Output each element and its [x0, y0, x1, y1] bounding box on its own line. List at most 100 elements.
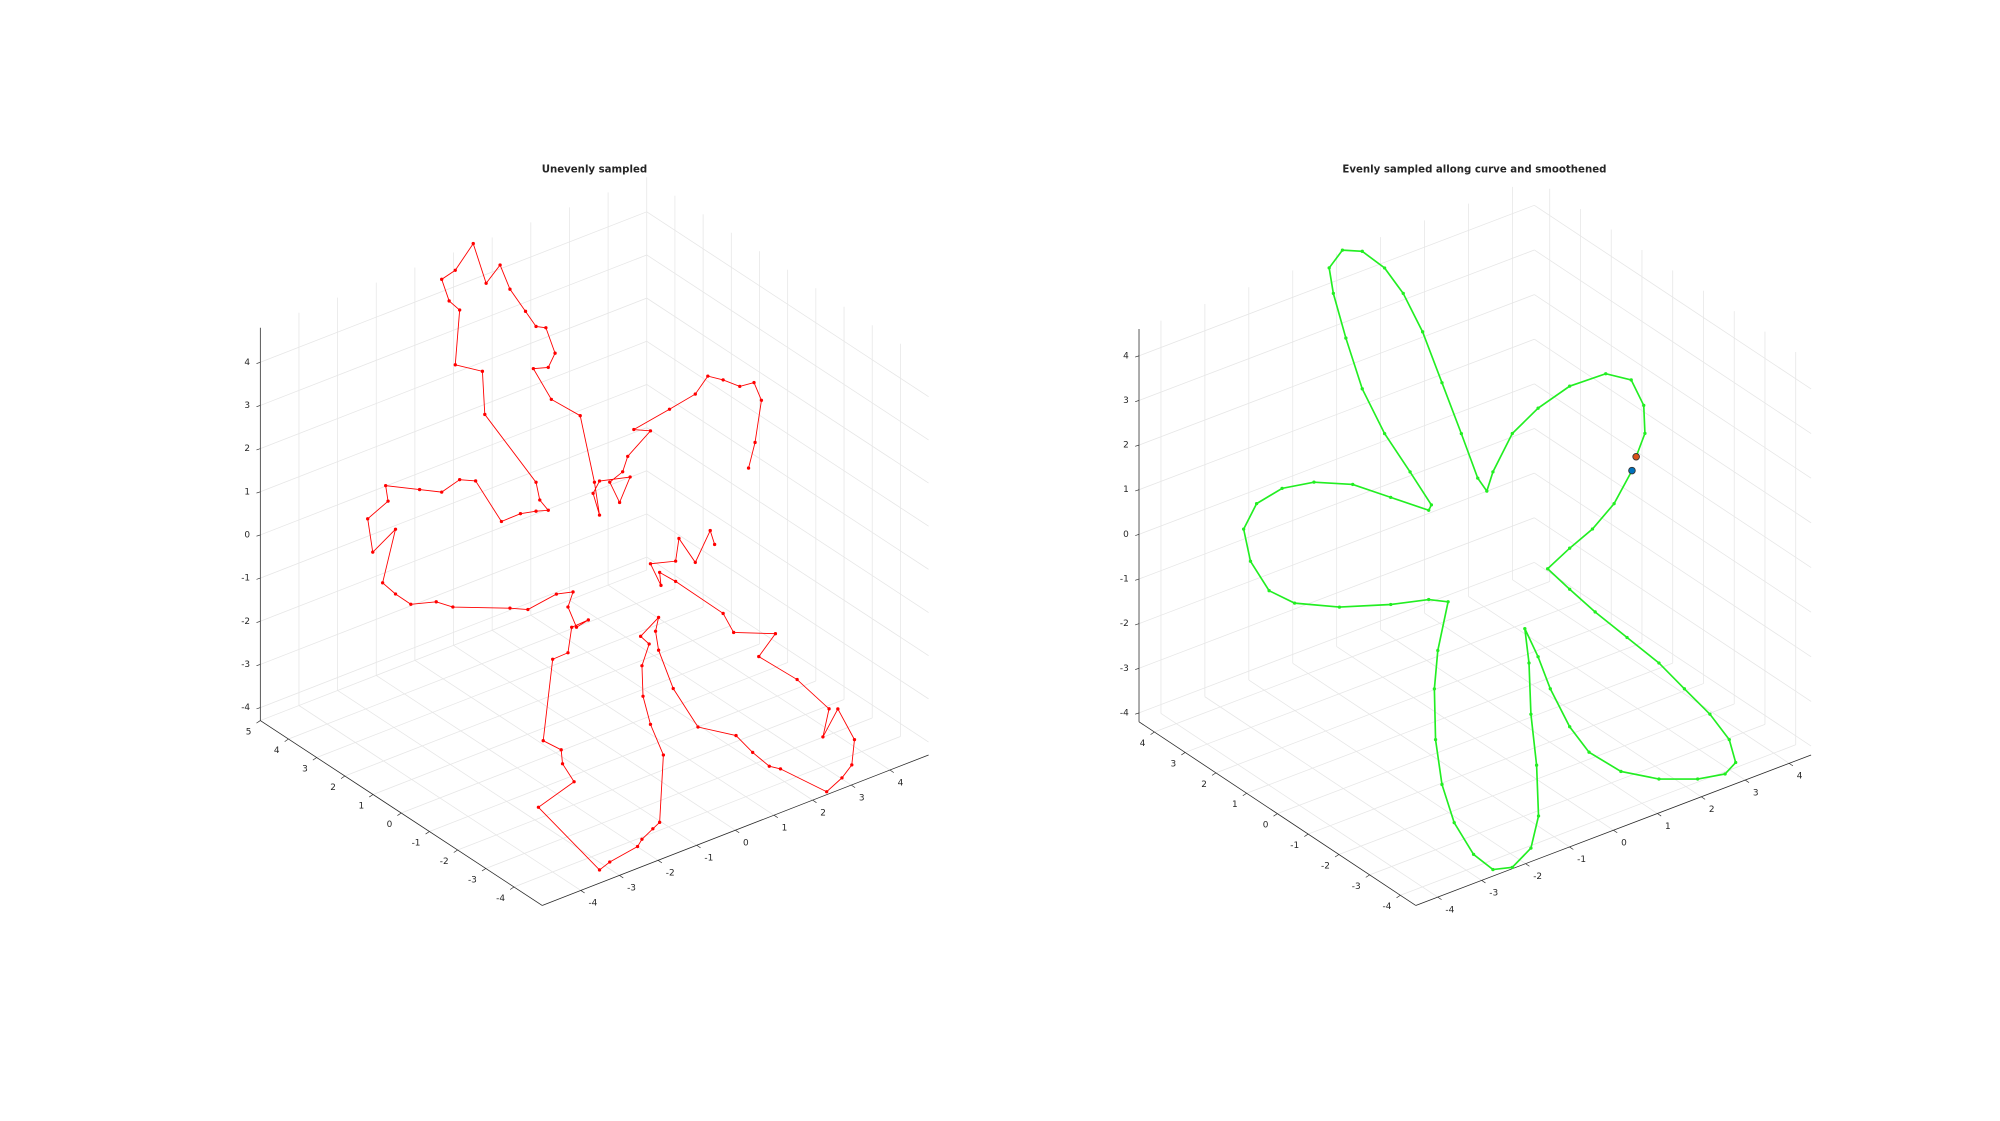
marker — [693, 560, 697, 565]
grid-line — [646, 427, 929, 613]
marker — [1545, 567, 1550, 571]
marker — [1657, 777, 1661, 781]
marker — [656, 615, 661, 620]
marker — [626, 454, 630, 459]
marker — [483, 412, 487, 417]
chart-title: Unevenly sampled — [542, 165, 647, 176]
grid-line — [646, 211, 929, 398]
marker — [1628, 466, 1636, 475]
marker — [1548, 687, 1552, 691]
marker — [721, 378, 725, 382]
tick-mark — [889, 769, 894, 773]
grid-line — [513, 736, 901, 888]
marker — [1619, 769, 1623, 774]
grid-line — [288, 588, 676, 740]
x-tick-label: -2 — [666, 869, 675, 879]
grid-line — [1307, 683, 1704, 835]
marker — [546, 365, 550, 370]
marker — [1612, 502, 1616, 506]
y-tick-label: 4 — [274, 746, 280, 756]
y-tick-label: 3 — [302, 765, 308, 775]
z-tick-label: 3 — [1123, 396, 1129, 406]
marker — [1632, 453, 1640, 461]
marker — [1476, 476, 1480, 480]
z-tick-label: -4 — [1120, 708, 1129, 718]
tick-mark — [1135, 355, 1140, 358]
tick-mark — [1613, 829, 1618, 834]
z-tick-label: 0 — [244, 530, 250, 540]
marker — [566, 605, 570, 609]
marker — [393, 592, 398, 596]
marker — [574, 625, 579, 629]
marker — [1382, 266, 1387, 270]
tick-mark — [1745, 779, 1750, 783]
marker — [1708, 712, 1712, 716]
tick-mark — [256, 577, 261, 580]
marker — [1590, 527, 1595, 531]
tick-mark — [1150, 731, 1155, 735]
grid-line — [260, 569, 647, 721]
marker — [531, 366, 536, 371]
marker — [1485, 489, 1489, 493]
z-tick-label: 1 — [1123, 485, 1129, 495]
marker — [498, 263, 502, 267]
marker — [544, 326, 548, 330]
marker — [551, 657, 555, 661]
tick-mark — [256, 534, 261, 537]
y-tick-label: -1 — [1290, 841, 1299, 851]
marker — [554, 592, 559, 596]
grid-line — [1215, 621, 1612, 774]
grid-line — [429, 680, 816, 832]
marker — [1389, 602, 1393, 607]
marker — [635, 844, 640, 849]
marker — [1427, 597, 1431, 602]
tick-mark — [1437, 896, 1442, 900]
z-tick-label: 4 — [1123, 351, 1129, 361]
y-tick-label: 2 — [1201, 780, 1207, 790]
marker — [657, 820, 662, 824]
marker — [1241, 527, 1246, 531]
marker — [471, 241, 475, 246]
tick-mark — [851, 784, 856, 788]
marker — [457, 478, 462, 482]
marker — [1327, 266, 1331, 270]
marker — [778, 767, 783, 771]
marker — [1446, 600, 1450, 604]
marker — [578, 414, 582, 418]
tick-mark — [1135, 444, 1140, 447]
marker — [571, 590, 575, 594]
grid-line — [1534, 294, 1812, 479]
marker — [559, 748, 563, 752]
marker — [536, 805, 541, 809]
marker — [1534, 763, 1539, 767]
tick-mark — [1242, 792, 1247, 797]
marker — [1312, 480, 1316, 484]
marker — [534, 509, 538, 513]
marker — [1440, 381, 1444, 385]
y-tick-label: -3 — [468, 875, 477, 885]
marker — [1491, 867, 1495, 872]
grid-line — [1138, 204, 1535, 357]
y-tick-label: 5 — [246, 728, 252, 738]
marker — [1536, 814, 1541, 818]
marker — [484, 281, 488, 285]
x-tick-label: 1 — [782, 823, 788, 833]
marker — [480, 369, 485, 373]
tick-mark — [1701, 796, 1706, 800]
x-tick-label: 2 — [820, 808, 826, 818]
tick-mark — [696, 845, 701, 849]
tick-mark — [369, 794, 374, 798]
x-tick-label: 0 — [743, 838, 749, 848]
grid-line — [372, 643, 760, 795]
tick-mark — [1135, 489, 1140, 492]
y-tick-label: 1 — [1232, 800, 1238, 810]
x-tick-label: -4 — [588, 899, 597, 909]
marker — [836, 707, 840, 711]
x-tick-label: -3 — [627, 884, 636, 894]
marker — [657, 570, 662, 575]
tick-mark — [256, 720, 261, 724]
marker — [671, 686, 675, 691]
x-axis — [1415, 754, 1812, 906]
series — [1628, 466, 1636, 475]
marker — [648, 562, 653, 566]
